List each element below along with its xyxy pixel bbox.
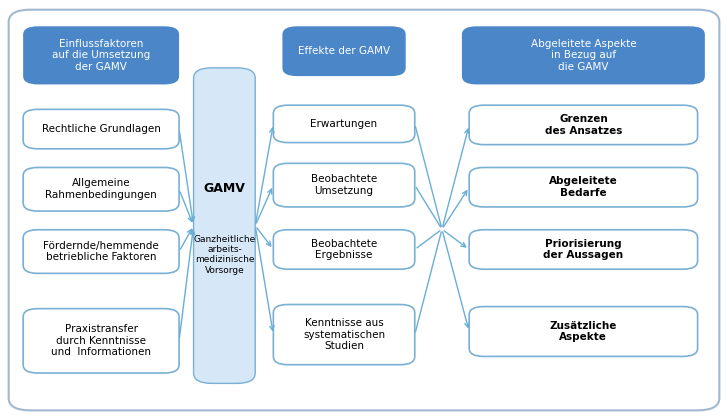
- Text: Zusätzliche
Aspekte: Zusätzliche Aspekte: [550, 321, 617, 342]
- Text: Erwartungen: Erwartungen: [311, 119, 378, 129]
- FancyBboxPatch shape: [23, 168, 179, 211]
- Text: Fördernde/hemmende
betriebliche Faktoren: Fördernde/hemmende betriebliche Faktoren: [43, 241, 159, 263]
- FancyBboxPatch shape: [194, 68, 256, 383]
- Text: Abgeleitete Aspekte
in Bezug auf
die GAMV: Abgeleitete Aspekte in Bezug auf die GAM…: [531, 39, 636, 72]
- Text: Allgemeine
Rahmenbedingungen: Allgemeine Rahmenbedingungen: [45, 178, 157, 200]
- FancyBboxPatch shape: [469, 105, 697, 145]
- Text: Praxistransfer
durch Kenntnisse
und  Informationen: Praxistransfer durch Kenntnisse und Info…: [51, 324, 151, 357]
- Text: Grenzen
des Ansatzes: Grenzen des Ansatzes: [545, 114, 622, 136]
- FancyBboxPatch shape: [9, 10, 719, 410]
- Text: Effekte der GAMV: Effekte der GAMV: [298, 46, 390, 56]
- Text: Priorisierung
der Aussagen: Priorisierung der Aussagen: [543, 239, 623, 260]
- FancyBboxPatch shape: [23, 308, 179, 373]
- FancyBboxPatch shape: [469, 168, 697, 207]
- FancyBboxPatch shape: [23, 230, 179, 273]
- Text: Kenntnisse aus
systematischen
Studien: Kenntnisse aus systematischen Studien: [303, 318, 385, 351]
- FancyBboxPatch shape: [469, 230, 697, 269]
- FancyBboxPatch shape: [469, 306, 697, 357]
- FancyBboxPatch shape: [273, 105, 415, 143]
- FancyBboxPatch shape: [273, 230, 415, 269]
- FancyBboxPatch shape: [282, 26, 405, 76]
- Text: Ganzheitliche
arbeits-
medizinische
Vorsorge: Ganzheitliche arbeits- medizinische Vors…: [193, 234, 256, 275]
- Text: Beobachtete
Ergebnisse: Beobachtete Ergebnisse: [311, 239, 377, 260]
- Text: Beobachtete
Umsetzung: Beobachtete Umsetzung: [311, 174, 377, 196]
- Text: Rechtliche Grundlagen: Rechtliche Grundlagen: [41, 124, 161, 134]
- FancyBboxPatch shape: [23, 110, 179, 149]
- FancyBboxPatch shape: [273, 304, 415, 365]
- FancyBboxPatch shape: [273, 163, 415, 207]
- Text: Einflussfaktoren
auf die Umsetzung
der GAMV: Einflussfaktoren auf die Umsetzung der G…: [52, 39, 150, 72]
- FancyBboxPatch shape: [462, 26, 705, 84]
- Text: GAMV: GAMV: [203, 182, 245, 195]
- FancyBboxPatch shape: [23, 26, 179, 84]
- Text: Abgeleitete
Bedarfe: Abgeleitete Bedarfe: [549, 176, 618, 198]
